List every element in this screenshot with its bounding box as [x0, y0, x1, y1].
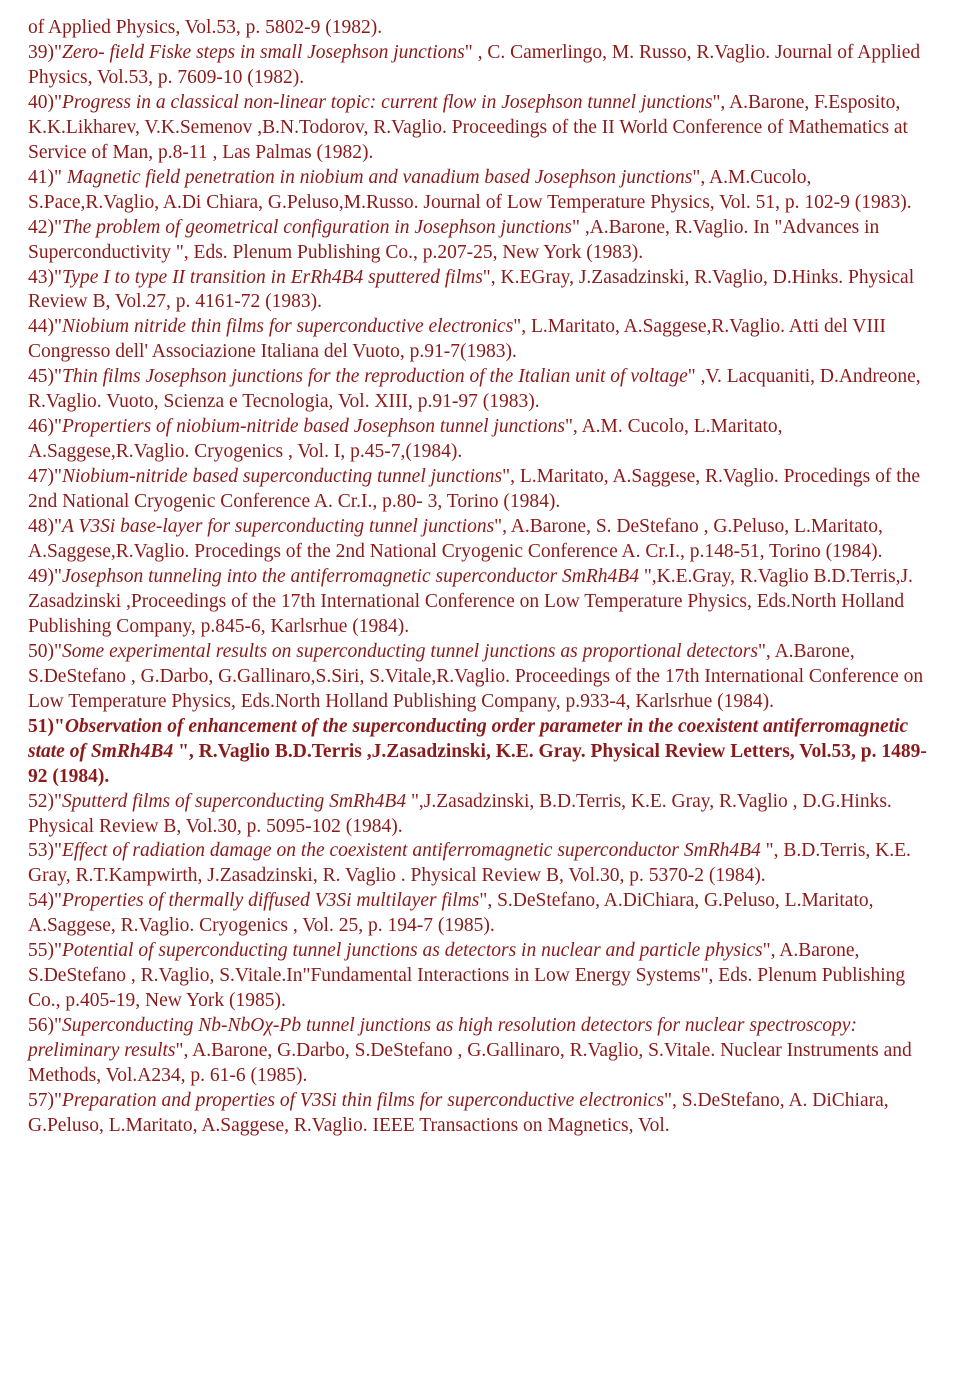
text-segment: 50)"	[28, 641, 62, 662]
text-segment: Zero- field Fiske steps in small Josephs…	[62, 42, 465, 63]
text-segment: Preparation and properties of V3Si thin …	[62, 1090, 664, 1111]
text-segment: Effect of radiation damage on the coexis…	[62, 840, 766, 861]
text-segment: Sputterd films of superconducting SmRh4B…	[62, 791, 411, 812]
text-segment: 42)"	[28, 217, 62, 238]
text-segment: 52)"	[28, 791, 62, 812]
text-segment: 44)"	[28, 316, 62, 337]
reference-entry: 47)"Niobium-nitride based superconductin…	[28, 465, 932, 515]
text-segment: 48)"	[28, 516, 62, 537]
reference-list: of Applied Physics, Vol.53, p. 5802-9 (1…	[28, 16, 932, 1139]
reference-entry: 42)"The problem of geometrical configura…	[28, 216, 932, 266]
text-segment: 47)"	[28, 466, 62, 487]
text-segment: Progress in a classical non-linear topic…	[62, 92, 712, 113]
text-segment: Some experimental results on superconduc…	[62, 641, 758, 662]
text-segment: Niobium-nitride based superconducting tu…	[62, 466, 502, 487]
reference-entry: 48)"A V3Si base-layer for superconductin…	[28, 515, 932, 565]
reference-entry: 53)"Effect of radiation damage on the co…	[28, 839, 932, 889]
text-segment: 46)"	[28, 416, 62, 437]
reference-entry: 40)"Progress in a classical non-linear t…	[28, 91, 932, 166]
text-segment: 41)"	[28, 167, 62, 188]
reference-entry: 57)"Preparation and properties of V3Si t…	[28, 1089, 932, 1139]
reference-entry: 52)"Sputterd films of superconducting Sm…	[28, 790, 932, 840]
text-segment: Propertiers of niobium-nitride based Jos…	[62, 416, 565, 437]
text-segment: A V3Si base-layer for superconducting tu…	[62, 516, 494, 537]
reference-entry: 51)"Observation of enhancement of the su…	[28, 715, 932, 790]
reference-entry: 41)" Magnetic field penetration in niobi…	[28, 166, 932, 216]
text-segment: Thin films Josephson junctions for the r…	[62, 366, 688, 387]
text-segment: Josephson tunneling into the antiferroma…	[62, 566, 644, 587]
reference-entry: 55)"Potential of superconducting tunnel …	[28, 939, 932, 1014]
text-segment: 54)"	[28, 890, 62, 911]
text-segment: The problem of geometrical configuration…	[62, 217, 572, 238]
reference-entry: 44)"Niobium nitride thin films for super…	[28, 315, 932, 365]
text-segment: 45)"	[28, 366, 62, 387]
text-segment: 39)"	[28, 42, 62, 63]
text-segment: Niobium nitride thin films for supercond…	[62, 316, 513, 337]
reference-entry: 46)"Propertiers of niobium-nitride based…	[28, 415, 932, 465]
text-segment: 56)"	[28, 1015, 62, 1036]
reference-entry: 54)"Properties of thermally diffused V3S…	[28, 889, 932, 939]
text-segment: 55)"	[28, 940, 62, 961]
reference-entry: of Applied Physics, Vol.53, p. 5802-9 (1…	[28, 16, 932, 41]
text-segment: Type I to type II transition in ErRh4B4 …	[62, 267, 483, 288]
text-segment: 57)"	[28, 1090, 62, 1111]
text-segment: Magnetic field penetration in niobium an…	[62, 167, 692, 188]
text-segment: 40)"	[28, 92, 62, 113]
text-segment: 49)"	[28, 566, 62, 587]
reference-entry: 45)"Thin films Josephson junctions for t…	[28, 365, 932, 415]
reference-entry: 49)"Josephson tunneling into the antifer…	[28, 565, 932, 640]
text-segment: 43)"	[28, 267, 62, 288]
text-segment: 53)"	[28, 840, 62, 861]
text-segment: 51)"	[28, 716, 65, 737]
reference-entry: 50)"Some experimental results on superco…	[28, 640, 932, 715]
reference-entry: 39)"Zero- field Fiske steps in small Jos…	[28, 41, 932, 91]
text-segment: of Applied Physics, Vol.53, p. 5802-9 (1…	[28, 17, 382, 38]
reference-entry: 56)"Superconducting Nb-NbOχ-Pb tunnel ju…	[28, 1014, 932, 1089]
reference-entry: 43)"Type I to type II transition in ErRh…	[28, 266, 932, 316]
text-segment: Properties of thermally diffused V3Si mu…	[62, 890, 479, 911]
text-segment: Potential of superconducting tunnel junc…	[62, 940, 763, 961]
